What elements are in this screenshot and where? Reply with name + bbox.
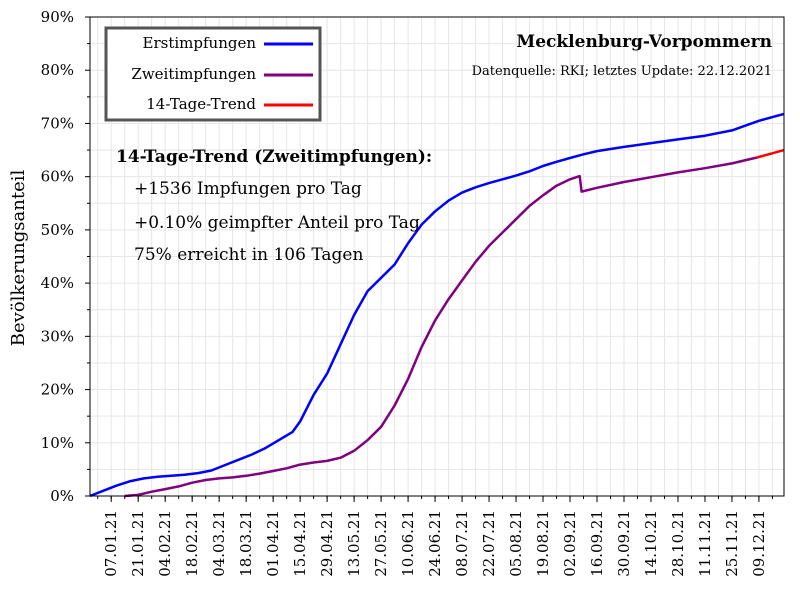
series-layer xyxy=(89,112,785,498)
legend: Erstimpfungen Zweitimpfungen 14-Tage-Tre… xyxy=(104,26,322,122)
x-tick-label: 01.04.21 xyxy=(264,510,282,577)
x-tick-label: 11.11.21 xyxy=(696,510,714,577)
legend-label-zweitimpfungen: Zweitimpfungen xyxy=(131,65,256,83)
x-tick-label: 15.04.21 xyxy=(291,510,309,577)
annotation-heading: 14-Tage-Trend (Zweitimpfungen): xyxy=(116,147,432,167)
y-tick-label: 60% xyxy=(41,168,74,186)
y-tick-label: 90% xyxy=(41,8,74,26)
y-tick-label: 30% xyxy=(41,327,74,345)
y-tick-label: 40% xyxy=(41,274,74,292)
x-tick-label: 22.07.21 xyxy=(480,510,498,577)
x-tick-label: 18.03.21 xyxy=(237,510,255,577)
x-tick-label: 07.01.21 xyxy=(102,510,120,577)
trend-annotation: 14-Tage-Trend (Zweitimpfungen): +1536 Im… xyxy=(116,147,432,265)
chart-title: Mecklenburg-Vorpommern xyxy=(516,32,772,52)
axis-ticks: 0% 10% 20% 30% 40% 50% 60% 70% 80% 90% 07.01.21 21.… xyxy=(41,8,773,577)
series-line-14-tage-trend xyxy=(756,148,785,159)
x-tick-label: 24.06.21 xyxy=(426,510,444,577)
x-tick-label: 14.10.21 xyxy=(642,510,660,577)
annotation-line-3: 75% erreicht in 106 Tagen xyxy=(134,245,363,265)
y-tick-label: 10% xyxy=(41,434,74,452)
x-tick-label: 05.08.21 xyxy=(507,510,525,577)
x-tick-label: 16.09.21 xyxy=(588,510,606,577)
legend-label-erstimpfungen: Erstimpfungen xyxy=(143,34,257,52)
x-tick-label: 08.07.21 xyxy=(453,510,471,577)
legend-label-trend: 14-Tage-Trend xyxy=(146,95,256,113)
x-tick-label: 04.03.21 xyxy=(210,510,228,577)
x-tick-label: 19.08.21 xyxy=(534,510,552,577)
x-tick-label: 09.12.21 xyxy=(750,510,768,577)
annotation-line-1: +1536 Impfungen pro Tag xyxy=(134,179,362,199)
x-tick-label: 27.05.21 xyxy=(372,510,390,577)
chart-subtitle: Datenquelle: RKI; letztes Update: 22.12.… xyxy=(472,64,772,79)
x-tick-label: 04.02.21 xyxy=(156,510,174,577)
x-tick-label: 30.09.21 xyxy=(615,510,633,577)
series-line-erstimpfungen xyxy=(89,112,785,498)
y-tick-label: 0% xyxy=(50,487,74,505)
y-tick-label: 70% xyxy=(41,114,74,132)
y-tick-label: 50% xyxy=(41,221,74,239)
x-tick-label: 18.02.21 xyxy=(183,510,201,577)
annotation-line-2: +0.10% geimpfter Anteil pro Tag xyxy=(134,213,420,233)
y-axis-label: Bevölkerungsanteil xyxy=(8,170,29,347)
x-tick-label: 10.06.21 xyxy=(399,510,417,577)
x-tick-label: 25.11.21 xyxy=(723,510,741,577)
x-tick-label: 21.01.21 xyxy=(129,510,147,577)
y-tick-label: 80% xyxy=(41,61,74,79)
x-tick-label: 13.05.21 xyxy=(345,510,363,577)
x-tick-label: 02.09.21 xyxy=(561,510,579,577)
x-tick-label: 29.04.21 xyxy=(318,510,336,577)
series-line-zweitimpfungen xyxy=(124,156,758,498)
y-tick-label: 20% xyxy=(41,381,74,399)
x-tick-label: 28.10.21 xyxy=(669,510,687,577)
